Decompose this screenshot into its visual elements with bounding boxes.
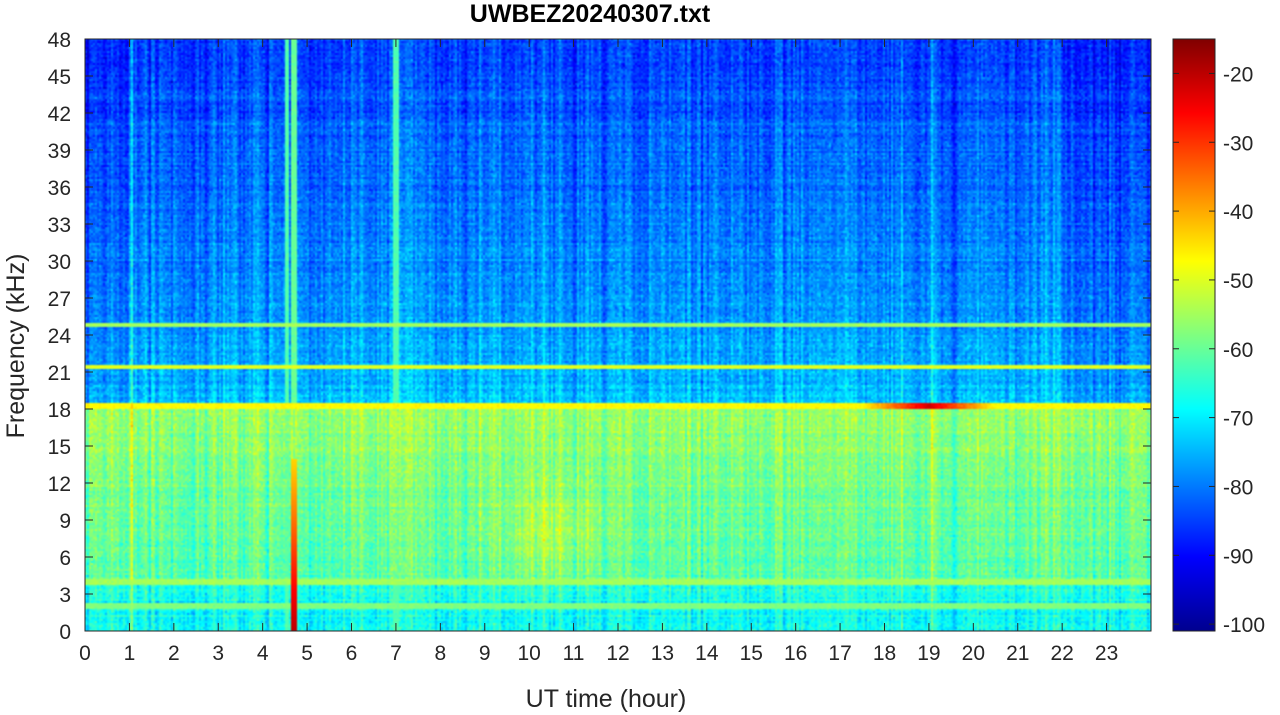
y-tick-label: 36 xyxy=(48,177,71,200)
spectrogram-heatmap xyxy=(85,39,1151,631)
x-tick-label: 6 xyxy=(346,642,358,665)
y-tick-label: 39 xyxy=(48,140,71,163)
x-tick-label: 15 xyxy=(740,642,763,665)
chart-title: UWBEZ20240307.txt xyxy=(470,0,711,28)
y-axis-title: Frequency (kHz) xyxy=(2,254,30,439)
y-tick-label: 45 xyxy=(48,66,71,89)
x-tick-label: 17 xyxy=(828,642,851,665)
y-tick-label: 15 xyxy=(48,436,71,459)
y-tick-label: 33 xyxy=(48,214,71,237)
x-tick-label: 11 xyxy=(563,642,585,665)
x-tick-label: 4 xyxy=(257,642,269,665)
y-tick-label: 48 xyxy=(48,29,71,52)
x-tick-label: 9 xyxy=(479,642,491,665)
y-tick-label: 12 xyxy=(48,473,71,496)
colorbar-tick-label: -100 xyxy=(1223,614,1265,637)
y-tick-label: 6 xyxy=(59,547,71,570)
x-tick-label: 1 xyxy=(124,642,136,665)
x-tick-label: 21 xyxy=(1006,642,1029,665)
colorbar-tick-label: -50 xyxy=(1223,270,1253,293)
x-tick-label: 12 xyxy=(606,642,629,665)
y-tick-label: 0 xyxy=(59,621,71,644)
colorbar-tick-label: -20 xyxy=(1223,63,1253,86)
y-tick-label: 21 xyxy=(48,362,71,385)
x-tick-label: 8 xyxy=(434,642,446,665)
x-tick-label: 0 xyxy=(79,642,91,665)
colorbar-tick-label: -90 xyxy=(1223,545,1253,568)
x-tick-label: 18 xyxy=(873,642,896,665)
x-tick-label: 23 xyxy=(1095,642,1118,665)
colorbar-tick-label: -60 xyxy=(1223,339,1253,362)
x-tick-label: 3 xyxy=(212,642,224,665)
x-axis-title: UT time (hour) xyxy=(526,685,687,713)
y-tick-label: 9 xyxy=(59,510,71,533)
y-tick-label: 42 xyxy=(48,103,71,126)
x-axis: 0 1 2 3 4 5 6 7 8 9 10 11 12 13 14 15 16 17 18 19 20 21 22 23 xyxy=(79,39,1118,665)
y-tick-label: 30 xyxy=(48,251,71,274)
x-tick-label: 2 xyxy=(168,642,180,665)
colorbar-ticks: -100 -90 -80 -70 -60 -50 -40 -30 -20 xyxy=(1173,63,1265,637)
x-tick-label: 16 xyxy=(784,642,807,665)
x-tick-label: 19 xyxy=(917,642,940,665)
y-tick-label: 18 xyxy=(48,399,71,422)
x-tick-label: 14 xyxy=(695,642,719,665)
x-tick-label: 7 xyxy=(390,642,402,665)
colorbar-tick-label: -80 xyxy=(1223,476,1253,499)
colorbar-tick-label: -40 xyxy=(1223,201,1253,224)
colorbar-tick-label: -30 xyxy=(1223,132,1253,155)
x-tick-label: 10 xyxy=(517,642,540,665)
x-tick-label: 22 xyxy=(1050,642,1073,665)
x-tick-label: 20 xyxy=(962,642,985,665)
y-tick-label: 24 xyxy=(48,325,72,348)
y-tick-label: 27 xyxy=(48,288,71,311)
x-tick-label: 5 xyxy=(301,642,313,665)
colorbar: -100 -90 -80 -70 -60 -50 -40 -30 -20 xyxy=(1172,38,1265,637)
y-tick-label: 3 xyxy=(59,584,71,607)
colorbar-tick-label: -70 xyxy=(1223,408,1253,431)
x-tick-label: 13 xyxy=(651,642,674,665)
colorbar-gradient xyxy=(1172,38,1216,632)
